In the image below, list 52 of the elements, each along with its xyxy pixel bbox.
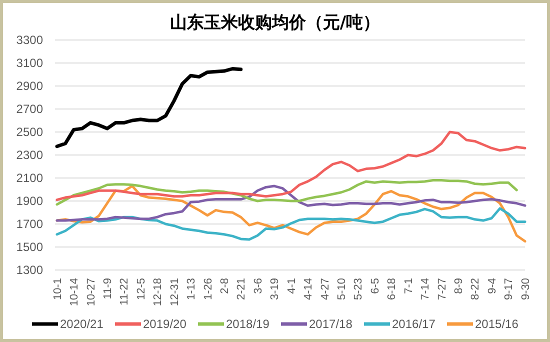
legend-label: 2016/17 <box>392 317 436 332</box>
y-tick-label: 2300 <box>16 148 44 162</box>
x-tick-label: 1-26 <box>202 278 214 300</box>
legend-label: 2017/18 <box>309 317 353 332</box>
x-tick-label: 9-17 <box>503 278 516 300</box>
x-tick-label: 3-6 <box>252 278 264 294</box>
line-series <box>56 130 526 202</box>
legend-label: 2018/19 <box>226 317 270 332</box>
y-tick-label: 2900 <box>16 79 44 94</box>
x-tick-label: 7-14 <box>420 278 432 300</box>
x-tick-label: 7-1 <box>402 278 415 294</box>
x-tick-label: 4-1 <box>286 278 298 294</box>
line-series <box>56 184 526 222</box>
x-tick-label: 7-27 <box>436 278 448 300</box>
y-tick-label: 2500 <box>16 125 44 140</box>
y-tick-label: 1300 <box>16 263 44 278</box>
legend-label: 2015/16 <box>475 317 519 332</box>
line-series <box>56 207 526 241</box>
chart-title: 山东玉米收购均价（元/吨） <box>170 13 380 33</box>
y-tick-label: 1700 <box>16 217 44 232</box>
x-tick-label: 2-8 <box>218 278 231 294</box>
x-tick-label: 9-30 <box>520 278 532 300</box>
x-tick-label: 12-18 <box>152 278 164 306</box>
y-tick-label: 1900 <box>16 194 44 208</box>
x-tick-label: 11-9 <box>102 278 114 300</box>
legend-label: 2019/20 <box>143 317 187 332</box>
line-series <box>55 67 243 148</box>
y-tick-label: 2700 <box>16 102 44 116</box>
y-tick-label: 3300 <box>16 33 44 48</box>
x-tick-label: 6-5 <box>369 278 382 294</box>
x-tick-label: 12-31 <box>168 278 181 306</box>
y-tick-label: 2100 <box>16 171 44 186</box>
line-series <box>56 179 518 206</box>
x-tick-label: 9-4 <box>486 278 498 294</box>
x-tick-label: 5-10 <box>336 278 348 300</box>
y-tick-label: 3100 <box>16 56 44 70</box>
y-tick-label: 1500 <box>16 240 44 254</box>
x-tick-label: 6-18 <box>386 278 398 300</box>
x-tick-label: 4-14 <box>302 278 315 300</box>
x-tick-label: 12-5 <box>135 278 148 300</box>
x-tick-label: 10-1 <box>52 278 64 300</box>
x-tick-label: 8-22 <box>470 278 482 300</box>
x-tick-label: 4-27 <box>319 278 332 300</box>
x-tick-label: 3-19 <box>269 278 282 300</box>
x-tick-label: 8-9 <box>452 278 465 294</box>
x-tick-label: 1-13 <box>186 278 198 300</box>
x-tick-label: 2-21 <box>236 278 248 300</box>
x-tick-label: 5-23 <box>352 278 365 300</box>
legend-label: 2020/21 <box>60 317 104 332</box>
x-tick-label: 10-27 <box>85 278 98 306</box>
x-tick-label: 11-22 <box>118 278 131 306</box>
x-tick-label: 10-14 <box>68 278 81 306</box>
